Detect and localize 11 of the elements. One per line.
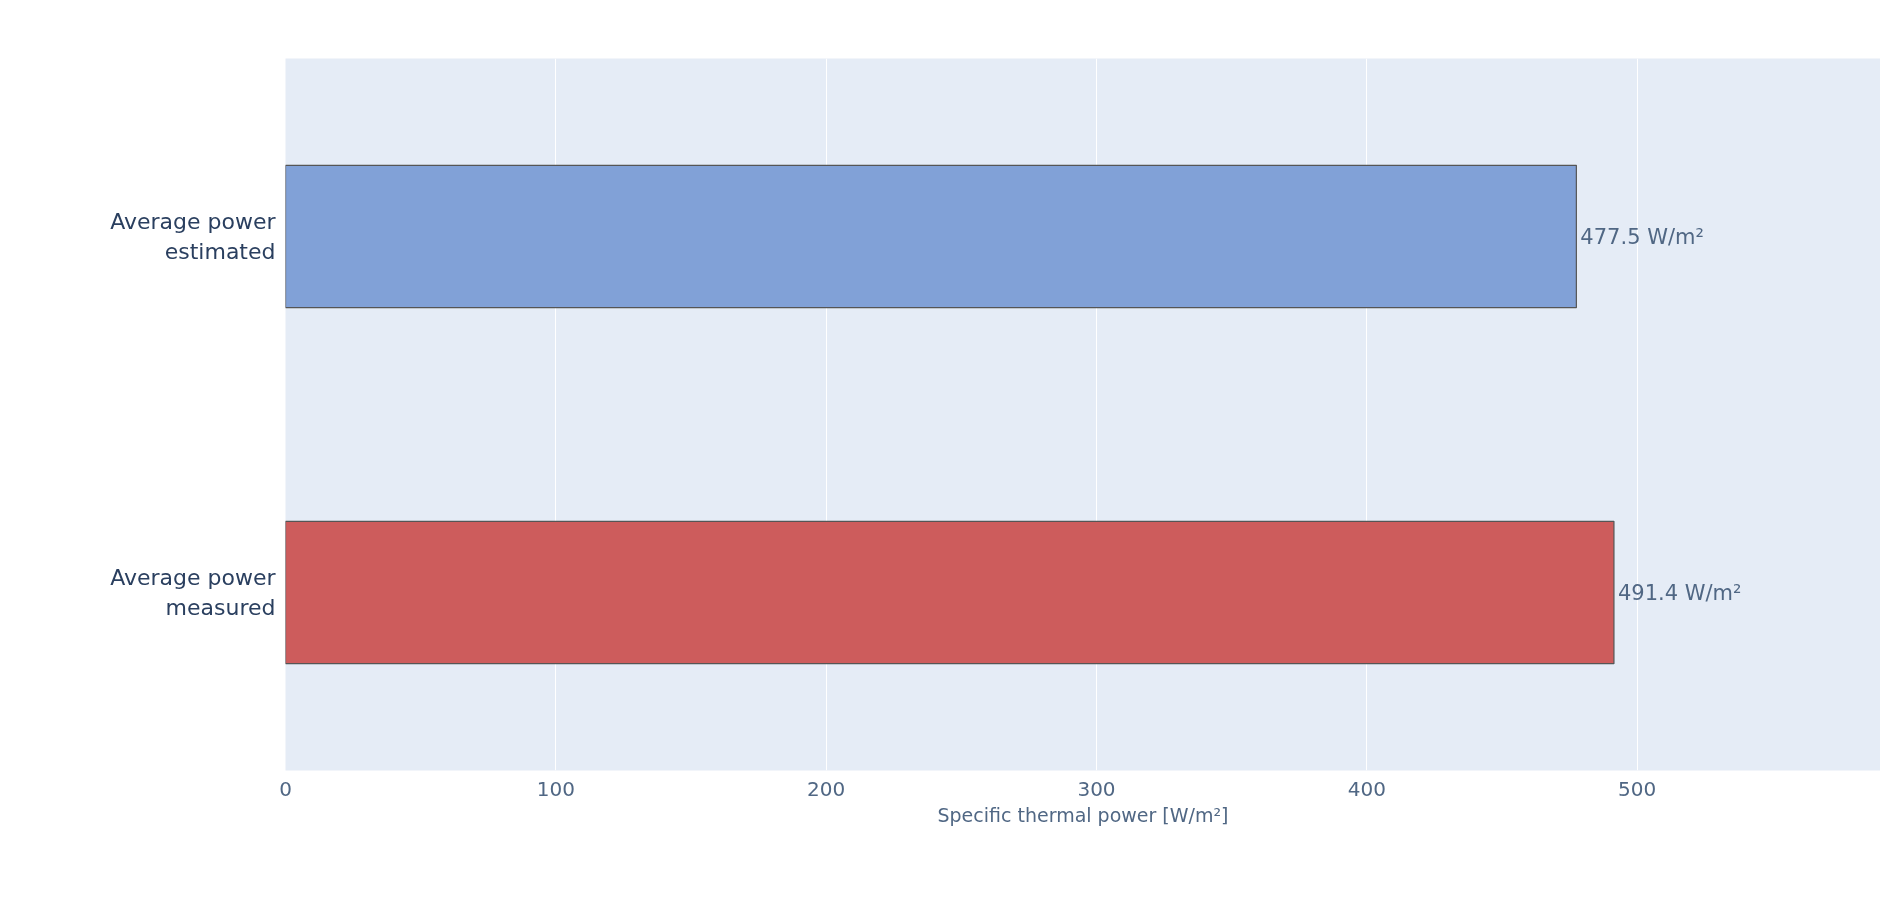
x-tick-label: 400 [1347,776,1386,801]
x-tick-label: 500 [1618,776,1657,801]
x-tick-label: 100 [536,776,575,801]
y-tick-label: Average power estimated [110,209,277,264]
x-tick-label: 200 [807,776,846,801]
x-tick-label: 300 [1077,776,1116,801]
data-label: 491.4 W/m² [1617,580,1742,605]
x-axis-title: Specific thermal power [W/m²] [937,803,1229,826]
x-tick-label: 0 [279,776,292,801]
data-label: 477.5 W/m² [1580,224,1704,249]
y-tick-label: Average power measured [110,565,277,620]
